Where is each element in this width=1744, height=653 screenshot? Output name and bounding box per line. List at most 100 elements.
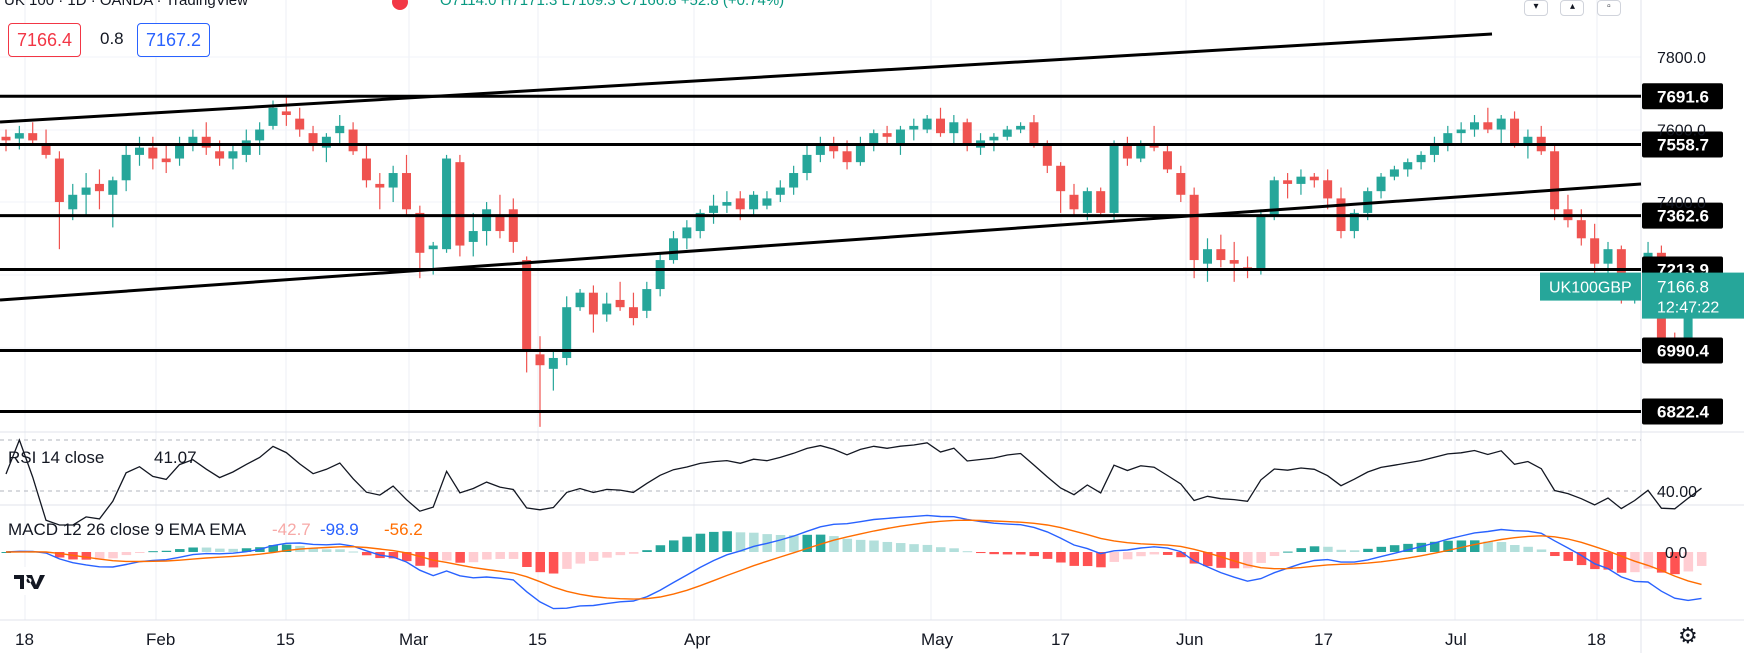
macd-histogram-bar (562, 552, 572, 569)
macd-histogram-bar (1082, 552, 1093, 567)
candle-body (388, 173, 398, 188)
macd-histogram-bar (108, 552, 118, 559)
candle-body (1429, 144, 1439, 155)
y-tick-label: 7800.0 (1657, 50, 1706, 67)
candle-body (1683, 318, 1693, 344)
candle-body (1016, 125, 1026, 130)
y-tick-label: 7600.0 (1657, 123, 1706, 140)
macd-histogram-bar (976, 552, 986, 554)
macd-histogram-bar (882, 541, 893, 552)
candle-body (548, 357, 558, 369)
x-tick-label: 18 (1587, 630, 1606, 649)
candle-body (54, 158, 64, 203)
candle-body (201, 136, 211, 148)
candle-body (669, 238, 678, 261)
candle-body (1269, 180, 1279, 217)
macd-histogram-bar (1576, 552, 1587, 566)
candle-body (188, 136, 198, 145)
candle-body (1376, 176, 1386, 192)
macd-histogram-bar (1029, 552, 1039, 557)
macd-histogram-bar (1069, 552, 1079, 566)
candle-body (375, 183, 385, 188)
last-price-bg (1642, 272, 1744, 319)
square-icon[interactable]: ▫ (1596, 0, 1621, 16)
candle-body (682, 227, 692, 239)
rsi-value: 41.07 (154, 448, 197, 467)
macd-histogram-bar (895, 543, 906, 552)
candle-body (108, 180, 118, 195)
macd-histogram-bar (669, 540, 679, 552)
macd-histogram-bar (1510, 545, 1520, 552)
candle-body (402, 173, 411, 210)
candle-body (1496, 118, 1506, 130)
chevron-down-icon[interactable]: ▾ (1524, 0, 1548, 16)
macd-histogram-bar (1363, 548, 1373, 552)
macd-histogram-bar (789, 535, 799, 552)
candle-body (615, 299, 625, 308)
candle-body (1189, 194, 1199, 261)
macd-histogram-bar (1203, 552, 1213, 567)
candle-body (1082, 191, 1092, 213)
macd-histogram-bar (335, 549, 345, 552)
macd-histogram-bar (81, 552, 92, 560)
x-tick-label: 15 (528, 630, 547, 649)
candle-body (642, 289, 652, 311)
macd-histogram-bar (1523, 546, 1533, 552)
chevron-up-icon[interactable]: ▴ (1560, 0, 1585, 16)
candle-body (215, 151, 225, 159)
trendline-upper (0, 32, 1493, 124)
macd-histogram-bar (308, 548, 319, 552)
candle-body (735, 198, 745, 210)
macd-histogram-bar (348, 551, 359, 553)
macd-histogram-bar (121, 552, 132, 556)
x-tick-label: Apr (684, 630, 711, 649)
macd-histogram-bar (135, 552, 145, 553)
macd-histogram-bar (388, 552, 399, 559)
candle-body (1, 136, 11, 141)
macd-histogram-bar (588, 552, 599, 562)
candle-body (241, 140, 251, 155)
sell-price-button[interactable]: 7166.4 (8, 23, 82, 57)
candle-body (1109, 144, 1119, 213)
macd-histogram-bar (1536, 549, 1547, 552)
candle-body (575, 292, 585, 308)
candle-body (749, 194, 759, 210)
candle-body (428, 245, 438, 250)
candle-body (1416, 154, 1426, 163)
macd-histogram-bar (522, 552, 532, 567)
level-label-bg (1642, 83, 1723, 110)
symbol-tag: UK100GBP (1549, 280, 1632, 297)
candle-body (1229, 260, 1239, 264)
candle-body (1470, 122, 1479, 130)
horizontal-levels (0, 94, 1641, 413)
macd-histogram-bar (695, 533, 706, 552)
macd-histogram-bar (922, 544, 933, 552)
macd-value: -98.9 (320, 520, 359, 539)
macd-histogram-bar (495, 552, 505, 559)
macd-histogram-bar (482, 552, 492, 560)
candle-body (655, 260, 665, 290)
macd-signal-line (5, 519, 1702, 600)
candle-body (602, 303, 612, 315)
tradingview-logo[interactable] (10, 567, 48, 595)
level-label: 7558.7 (1657, 135, 1709, 154)
candle-body (1256, 216, 1266, 271)
gear-icon[interactable]: ⚙ (1678, 623, 1698, 648)
macd-histogram-bar (1189, 552, 1200, 564)
macd-histogram-bar (1002, 552, 1013, 555)
candle-body (94, 183, 104, 192)
candle-body (762, 198, 772, 206)
symbol-title: UK 100 · 1D · OANDA · TradingView (4, 0, 248, 9)
candle-body (1176, 173, 1186, 195)
candle-body (522, 260, 532, 351)
macd-histogram-bar (1389, 545, 1400, 552)
macd-histogram-bar (1670, 552, 1680, 575)
candle-body (121, 154, 131, 181)
x-tick-label: Jul (1445, 630, 1467, 649)
macd-histogram-bar (1429, 541, 1440, 552)
macd-histogram-bar (1162, 552, 1173, 555)
buy-price-button[interactable]: 7167.2 (137, 23, 211, 57)
macd-histogram-bar (1456, 540, 1467, 552)
macd-histogram-bar (455, 552, 465, 563)
